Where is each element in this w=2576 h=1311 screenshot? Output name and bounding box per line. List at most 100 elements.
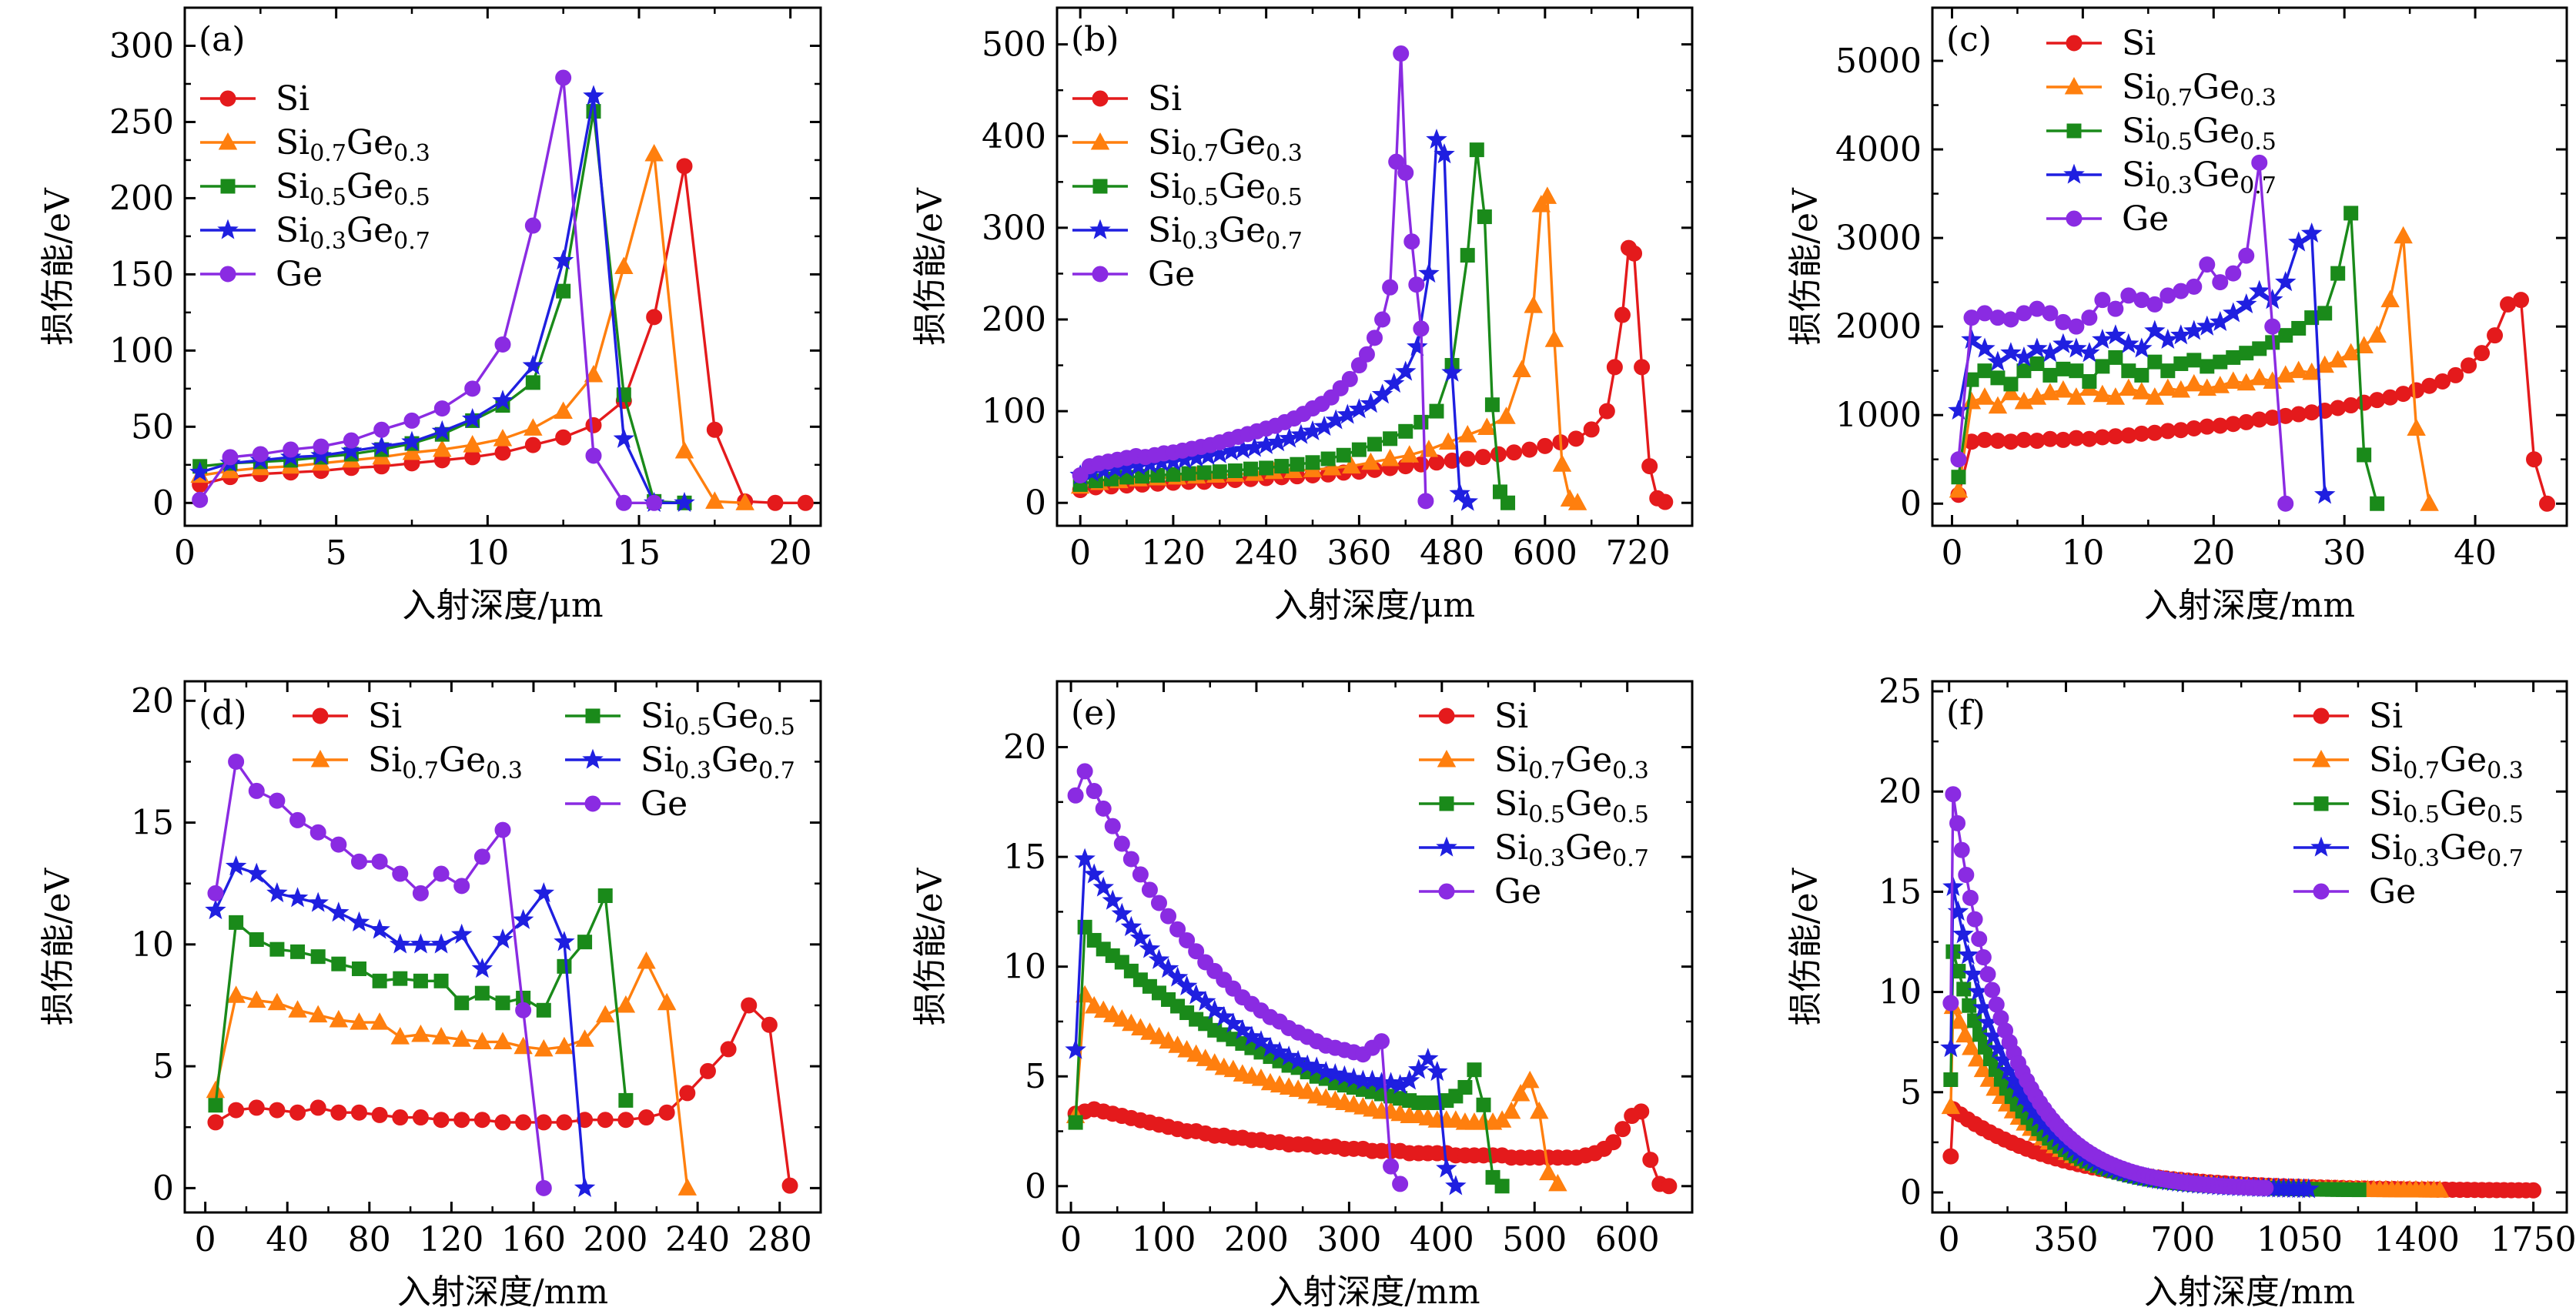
- data-point: [1436, 1157, 1457, 1178]
- data-point: [494, 821, 511, 838]
- x-tick-label: 20: [2192, 533, 2235, 573]
- data-point: [2013, 346, 2035, 367]
- data-point: [2291, 320, 2307, 336]
- data-point: [1634, 359, 1651, 376]
- data-point: [1429, 403, 1444, 419]
- legend-label: Si0.5Ge0.5: [1148, 167, 1303, 211]
- data-point: [720, 1041, 737, 1058]
- data-point: [1065, 1038, 1086, 1059]
- data-point: [1606, 359, 1623, 376]
- legend-marker: [2063, 163, 2085, 184]
- data-point: [1962, 889, 1979, 906]
- x-tick-label: 300: [1316, 1220, 1381, 1259]
- data-point: [1614, 306, 1631, 323]
- data-point: [1188, 943, 1205, 960]
- legend-label: Ge: [2122, 199, 2169, 239]
- legend-marker: [220, 179, 236, 194]
- legend-label: Si: [276, 79, 309, 119]
- data-point: [410, 933, 432, 954]
- data-point: [307, 891, 329, 912]
- data-point: [1113, 835, 1130, 852]
- data-point: [1598, 403, 1615, 420]
- legend-item-si05: Si0.5Ge0.5: [565, 697, 795, 741]
- legend-marker: [312, 707, 329, 724]
- data-point: [2313, 483, 2336, 504]
- chart-panel-a: 0 5 10 15 20050100150200250300入射深度/μm损伤能/eV(…: [38, 6, 822, 625]
- data-point: [1351, 442, 1367, 457]
- x-tick-label: 160: [501, 1220, 566, 1259]
- data-point: [1093, 1000, 1113, 1018]
- y-tick-label: 400: [982, 117, 1046, 156]
- data-point: [1067, 787, 1084, 804]
- data-point: [1122, 1013, 1141, 1032]
- data-point: [2238, 413, 2255, 430]
- data-point: [1975, 387, 1995, 405]
- data-point: [657, 992, 677, 1011]
- data-point: [411, 1024, 430, 1042]
- x-tick-label: 200: [1224, 1220, 1289, 1259]
- data-point: [2252, 341, 2267, 356]
- panel-label: (b): [1071, 20, 1119, 59]
- y-tick-label: 20: [1878, 772, 1922, 811]
- x-tick-label: 360: [1326, 533, 1391, 573]
- data-point: [1445, 1175, 1467, 1196]
- data-point: [412, 1109, 429, 1126]
- legend-marker: [2313, 796, 2329, 811]
- data-point: [618, 1092, 634, 1108]
- data-point: [1942, 1148, 1959, 1165]
- data-point: [2095, 359, 2110, 374]
- data-point: [1418, 262, 1440, 283]
- data-point: [390, 1027, 410, 1045]
- data-point: [1306, 1056, 1327, 1077]
- data-point: [1232, 1018, 1253, 1040]
- data-point: [205, 899, 226, 920]
- data-point: [433, 973, 449, 988]
- data-point: [473, 848, 490, 865]
- legend-item-si05: Si0.5Ge0.5: [1419, 784, 1649, 828]
- x-tick-label: 10: [2061, 533, 2104, 573]
- data-point: [370, 435, 393, 456]
- x-tick-label: 20: [769, 533, 812, 573]
- data-point: [1400, 445, 1420, 463]
- data-point: [2249, 279, 2270, 300]
- x-axis-label: 入射深度/mm: [1269, 1273, 1480, 1311]
- data-point: [371, 853, 388, 870]
- data-point: [1223, 1012, 1244, 1033]
- data-point: [1380, 448, 1400, 467]
- legend-item-si05: Si0.5Ge0.5: [200, 167, 430, 211]
- chart-panel-b: 0 120 240 360 480 600 720 0 100 200 300 400 500 入射深度/…: [911, 6, 1694, 625]
- data-point: [402, 442, 422, 460]
- data-point: [248, 1099, 265, 1116]
- data-point: [207, 1114, 224, 1131]
- data-point: [577, 1112, 594, 1129]
- data-point: [1979, 966, 1996, 983]
- data-point: [1393, 45, 1410, 62]
- legend-marker: [219, 266, 236, 283]
- data-point: [1484, 397, 1500, 413]
- data-point: [1150, 895, 1167, 911]
- y-tick-label: 500: [982, 25, 1046, 65]
- x-tick-label: 15: [617, 533, 661, 573]
- data-point: [1990, 370, 2006, 386]
- panel-label: (a): [199, 20, 246, 59]
- data-point: [2420, 493, 2439, 511]
- data-point: [1297, 1082, 1317, 1099]
- data-point: [1278, 1045, 1300, 1066]
- data-point: [1524, 296, 1543, 313]
- series-ge: [1067, 763, 1409, 1192]
- data-point: [2082, 373, 2097, 389]
- x-tick-label: 40: [2454, 533, 2497, 573]
- data-point: [637, 951, 656, 969]
- y-axis-label: 损伤能/eV: [38, 867, 78, 1025]
- data-point: [2093, 384, 2113, 403]
- data-point: [1407, 336, 1428, 356]
- data-point: [290, 944, 306, 959]
- data-point: [252, 446, 269, 463]
- y-tick-label: 0: [152, 1169, 174, 1208]
- legend-item-ge: Ge: [565, 784, 687, 824]
- legend-item-si03: Si0.3Ge0.7: [2046, 156, 2277, 199]
- data-point: [2199, 256, 2216, 273]
- data-point: [522, 354, 544, 375]
- data-point: [2173, 356, 2189, 371]
